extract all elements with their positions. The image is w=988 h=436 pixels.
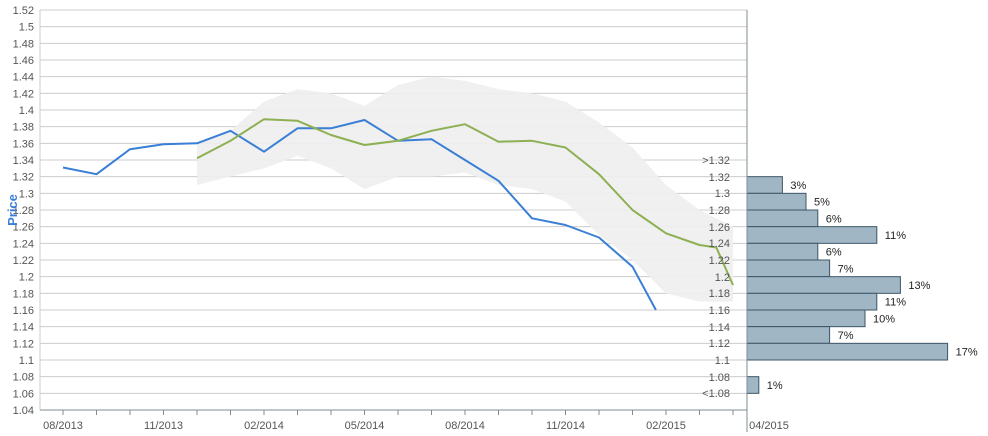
x-tick-label: 08/2014 xyxy=(445,420,485,432)
distribution-bar xyxy=(746,292,878,311)
forecast-band-area xyxy=(197,76,733,302)
distribution-pct-label: 1% xyxy=(767,380,783,392)
distribution-pct-label: 6% xyxy=(826,213,842,225)
x-tick-label: 11/2013 xyxy=(144,420,183,432)
y-tick-label: 1.48 xyxy=(13,38,34,50)
distribution-bar xyxy=(746,276,901,294)
y-tick-label: 1.18 xyxy=(13,288,34,300)
distribution-pct-label: 7% xyxy=(838,263,854,275)
x-tick-label: 11/2014 xyxy=(546,420,585,432)
y-axis-title: Price xyxy=(5,194,20,226)
y-tick-label: 1.1 xyxy=(19,355,34,367)
distribution-bar xyxy=(746,226,878,244)
distribution-pct-label: 10% xyxy=(873,313,895,325)
bin-label: 1.2 xyxy=(715,272,730,284)
bin-label: 1.22 xyxy=(709,255,730,267)
distribution-bar xyxy=(746,376,760,394)
bin-label: 1.26 xyxy=(709,222,730,234)
bin-label: 1.18 xyxy=(709,288,730,300)
series-line-2 xyxy=(196,118,734,286)
y-tick-label: 1.34 xyxy=(13,155,34,167)
distribution-bar xyxy=(746,209,819,228)
y-tick-label: 1.26 xyxy=(13,222,34,234)
bin-label: 1.32 xyxy=(709,172,730,184)
y-tick-label: 1.38 xyxy=(13,122,34,134)
x-tick-label: 02/2015 xyxy=(646,420,686,432)
bin-label: 1.3 xyxy=(715,188,730,200)
y-tick-label: 1.16 xyxy=(13,305,34,317)
distribution-pct-label: 11% xyxy=(885,230,906,242)
y-tick-label: 1.04 xyxy=(13,405,34,417)
distribution-bar xyxy=(746,326,831,344)
distribution-pct-label: 5% xyxy=(814,197,830,209)
distribution-bars: 3%5%6%11%6%7%13%11%10%7%17%1% xyxy=(746,176,978,394)
axes xyxy=(39,10,748,432)
y-tick-label: 1.42 xyxy=(13,88,34,100)
bin-label: >1.32 xyxy=(702,155,730,167)
bin-label: 1.24 xyxy=(709,238,730,250)
y-tick-label: 1.44 xyxy=(13,72,34,84)
distribution-bar xyxy=(746,259,831,278)
y-tick-label: 1.4 xyxy=(19,105,34,117)
distribution-pct-label: 3% xyxy=(790,180,806,192)
distribution-bar xyxy=(746,192,807,211)
y-tick-label: 1.22 xyxy=(13,255,34,267)
bin-label: 1.12 xyxy=(709,338,730,350)
y-tick-label: 1.28 xyxy=(13,205,34,217)
y-tick-label: 1.3 xyxy=(19,188,34,200)
x-tick-label: 02/2014 xyxy=(244,420,284,432)
y-tick-label: 1.06 xyxy=(13,388,34,400)
y-tick-label: 1.46 xyxy=(13,55,34,67)
series-lines xyxy=(62,118,734,311)
y-tick-label: 1.14 xyxy=(13,322,34,334)
series-line-1 xyxy=(62,119,657,311)
bin-label: 1.14 xyxy=(709,322,730,334)
bin-label: 1.08 xyxy=(709,372,730,384)
bin-label: 1.1 xyxy=(715,355,730,367)
y-tick-label: 1.08 xyxy=(13,372,34,384)
tick-labels: 1.52 1.5 1.48 1.46 1.44 1.42 1.4 1.38 1.36 1.34 1.… xyxy=(13,5,789,432)
y-tick-label: 1.24 xyxy=(13,238,34,250)
bin-label: 1.16 xyxy=(709,305,730,317)
bin-label: <1.08 xyxy=(702,388,730,400)
distribution-bar xyxy=(746,309,866,328)
distribution-pct-label: 11% xyxy=(885,297,906,309)
y-tick-label: 1.5 xyxy=(19,22,34,34)
distribution-pct-label: 17% xyxy=(956,347,978,359)
x-tick-label: 08/2013 xyxy=(43,420,83,432)
y-tick-label: 1.36 xyxy=(13,138,34,150)
bin-label: 1.28 xyxy=(709,205,730,217)
y-tick-label: 1.52 xyxy=(13,5,34,17)
forecast-band xyxy=(197,76,733,302)
y-tick-label: 1.32 xyxy=(13,172,34,184)
x-tick-label: 05/2014 xyxy=(345,420,385,432)
x-tick-label: 04/2015 xyxy=(749,420,789,432)
y-tick-label: 1.2 xyxy=(19,272,34,284)
distribution-pct-label: 13% xyxy=(908,280,930,292)
distribution-bar xyxy=(746,342,949,361)
distribution-pct-label: 7% xyxy=(838,330,854,342)
y-tick-label: 1.12 xyxy=(13,338,34,350)
distribution-bar xyxy=(746,242,819,261)
distribution-bar xyxy=(746,176,783,194)
distribution-pct-label: 6% xyxy=(826,247,842,259)
